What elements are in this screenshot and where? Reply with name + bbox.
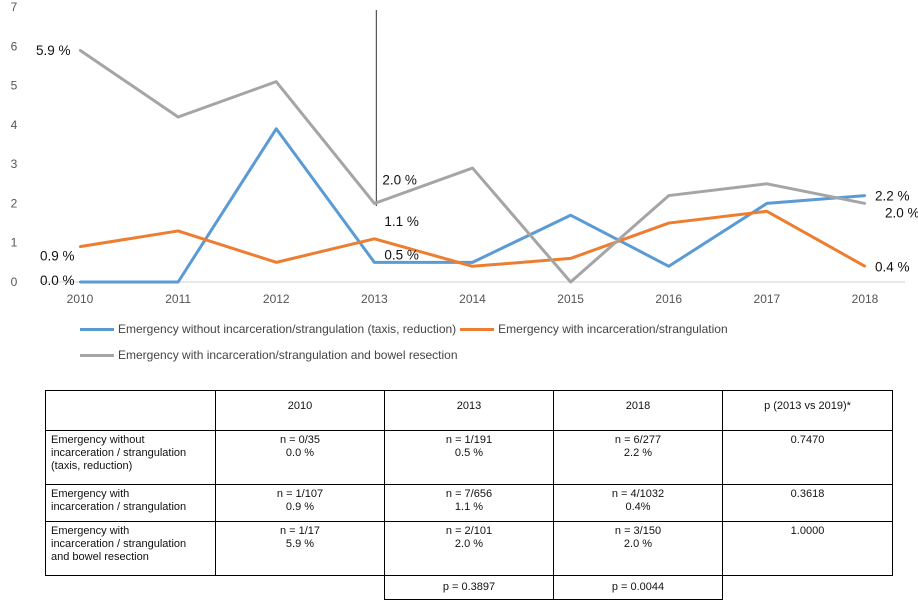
data-point — [863, 194, 867, 197]
data-point — [275, 261, 278, 264]
chart-legend: Emergency without incarceration/strangul… — [80, 316, 900, 368]
x-tick-label: 2013 — [361, 292, 388, 306]
legend-item-bowel-resection: Emergency with incarceration/strangulati… — [80, 342, 458, 368]
x-tick-label: 2017 — [754, 292, 781, 306]
data-label: 2.2 % — [875, 189, 910, 204]
data-point — [78, 280, 82, 284]
p-value-2013: p = 0.3897 — [384, 575, 554, 600]
data-point — [275, 80, 278, 83]
statistics-table: 2010 2013 2018 p (2013 vs 2019)* Emergen… — [45, 390, 893, 600]
data-label: 0.9 % — [40, 249, 75, 264]
data-point — [569, 257, 572, 260]
y-tick-label: 4 — [11, 118, 18, 132]
data-point — [667, 265, 670, 268]
x-tick-label: 2014 — [459, 292, 486, 306]
legend-item-without-incarceration: Emergency without incarceration/strangul… — [80, 316, 456, 342]
data-point — [78, 49, 82, 52]
data-point — [176, 280, 180, 284]
data-point — [471, 265, 474, 268]
y-tick-label: 6 — [11, 39, 18, 53]
data-point — [765, 210, 769, 213]
data-point — [176, 115, 180, 119]
data-label: 0.4 % — [875, 259, 910, 274]
data-point — [176, 229, 180, 233]
series-line-3 — [79, 48, 866, 284]
data-label: 1.1 % — [384, 214, 419, 229]
p-value-2018: p = 0.0044 — [553, 575, 723, 600]
table-header-cell: 2018 — [553, 390, 723, 431]
data-label: 2.0 % — [382, 172, 417, 187]
data-label: 0.0 % — [40, 273, 75, 288]
data-point — [863, 202, 867, 205]
table-header-cell: 2010 — [215, 390, 385, 431]
y-tick-label: 7 — [11, 0, 18, 14]
y-tick-label: 5 — [11, 79, 18, 93]
table-cell: n = 0/35 0.0 % — [215, 430, 385, 485]
table-cell: n = 4/1032 0.4% — [553, 484, 723, 522]
y-tick-label: 1 — [11, 236, 18, 250]
table-footer-row: p = 0.3897 p = 0.0044 — [46, 575, 893, 600]
row-label: Emergency without incarceration / strang… — [45, 430, 216, 485]
y-tick-label: 0 — [11, 275, 18, 289]
footer-blank — [46, 576, 216, 600]
table-row: Emergency without incarceration / strang… — [45, 430, 893, 485]
data-label: 0.5 % — [384, 247, 419, 262]
table-cell: n = 1/191 0.5 % — [384, 430, 554, 485]
data-point — [471, 261, 474, 264]
x-tick-label: 2018 — [852, 292, 879, 306]
p-value-cell: 0.7470 — [722, 430, 893, 485]
x-tick-label: 2016 — [655, 292, 682, 306]
y-tick-label: 2 — [11, 196, 18, 210]
data-point — [667, 194, 670, 197]
footer-blank — [723, 576, 893, 600]
table-cell: n = 2/101 2.0 % — [384, 521, 554, 576]
table-header-cell: p (2013 vs 2019)* — [722, 390, 893, 431]
line-chart: 0 1 2 3 4 5 6 7 2010 2011 2012 2013 2014 2015 2016 2017… — [11, 0, 918, 306]
table-row: Emergency with incarceration / strangula… — [45, 521, 893, 576]
footer-blank — [216, 576, 385, 600]
y-tick-label: 3 — [11, 157, 18, 171]
table-cell: n = 3/150 2.0 % — [553, 521, 723, 576]
data-point — [373, 261, 376, 264]
data-label: 2.0 % — [885, 205, 918, 220]
data-point — [471, 166, 474, 170]
legend-swatch-blue — [80, 327, 114, 331]
x-tick-label: 2015 — [557, 292, 584, 306]
table-cell: n = 1/107 0.9 % — [215, 484, 385, 522]
table-cell: n = 7/656 1.1 % — [384, 484, 554, 522]
table-header-cell: 2013 — [384, 390, 554, 431]
data-point — [569, 280, 572, 284]
x-tick-label: 2012 — [263, 292, 290, 306]
table-row: Emergency with incarceration / strangula… — [45, 484, 893, 522]
data-point — [765, 182, 769, 185]
table-header-cell — [45, 390, 216, 431]
table-header-row: 2010 2013 2018 p (2013 vs 2019)* — [45, 390, 893, 431]
legend-swatch-orange — [460, 327, 495, 331]
p-value-cell: 0.3618 — [722, 484, 893, 522]
row-label: Emergency with incarceration / strangula… — [45, 521, 216, 576]
row-label: Emergency with incarceration / strangula… — [45, 484, 216, 522]
series-line-2 — [79, 209, 866, 268]
legend-item-with-incarceration: Emergency with incarceration/strangulati… — [460, 316, 728, 342]
table-cell: n = 6/277 2.2 % — [553, 430, 723, 485]
x-tick-label: 2010 — [67, 292, 94, 306]
table-cell: n = 1/17 5.9 % — [215, 521, 385, 576]
legend-label: Emergency with incarceration/strangulati… — [498, 322, 728, 336]
legend-label: Emergency without incarceration/strangul… — [118, 322, 457, 336]
data-point — [78, 245, 82, 248]
series-line-1 — [80, 127, 866, 284]
legend-swatch-gray — [80, 353, 114, 357]
legend-label: Emergency with incarceration/strangulati… — [118, 348, 458, 362]
data-point — [373, 202, 376, 205]
data-point — [863, 265, 867, 268]
p-value-cell: 1.0000 — [722, 521, 893, 576]
data-point — [667, 221, 670, 225]
data-point — [373, 237, 376, 240]
x-tick-label: 2011 — [165, 292, 191, 306]
data-label: 5.9 % — [36, 43, 71, 58]
data-point — [569, 214, 572, 217]
data-point — [765, 202, 769, 205]
data-point — [275, 127, 278, 130]
